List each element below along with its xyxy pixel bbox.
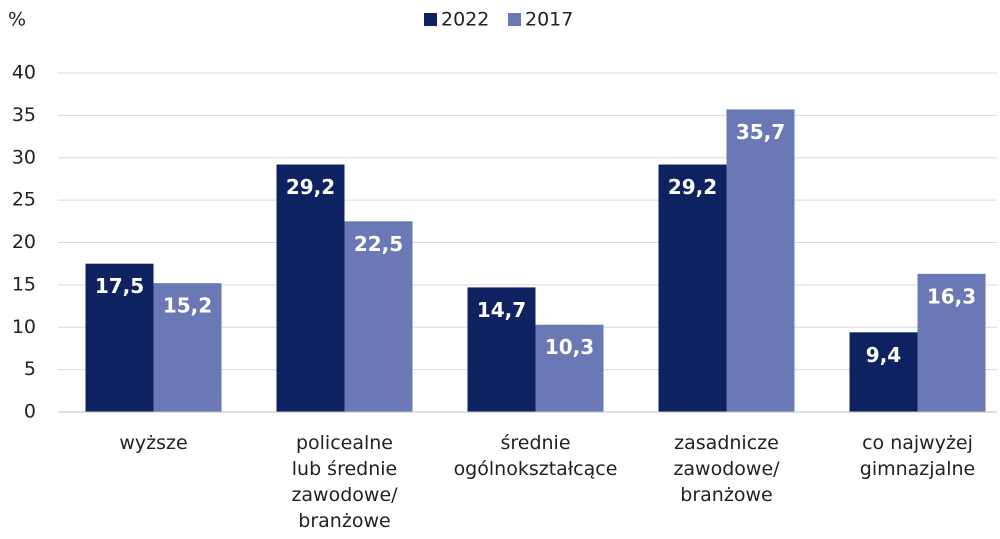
bar [85,263,154,412]
y-tick-label: 25 [12,189,36,211]
value-label: 22,5 [354,232,403,256]
value-label: 9,4 [866,343,901,367]
y-tick-label: 15 [12,273,36,295]
y-tick-label: 20 [12,231,36,253]
y-tick-label: 0 [24,401,36,423]
bar [467,287,536,412]
x-tick-label: średnie ogólnokształcące [454,432,618,480]
legend-swatch [508,13,521,26]
bar [726,109,795,412]
legend-swatch [424,13,437,26]
bar [535,324,604,412]
x-tick-label: wyższe [119,432,187,454]
y-axis-label: % [8,9,26,31]
y-tick-label: 40 [12,62,36,84]
y-tick-label: 10 [12,316,36,338]
bar [344,221,413,412]
y-tick-label: 5 [24,358,36,380]
x-tick-label: co najwyżej gimnazjalne [860,432,975,480]
x-tick-label: zasadnicze zawodowe/branżowe [673,432,780,506]
legend-label: 2022 [441,9,489,31]
value-label: 29,2 [286,175,335,199]
y-tick-label: 35 [12,104,36,126]
value-label: 14,7 [477,298,526,322]
value-label: 15,2 [163,294,212,318]
value-label: 29,2 [668,175,717,199]
bar [917,273,986,412]
value-label: 17,5 [95,274,144,298]
bar [276,164,345,412]
bar [849,332,918,412]
value-label: 16,3 [927,284,976,308]
bar [153,283,222,412]
x-tick-label: policealne lub średnie zawodowe/branżowe [291,432,398,532]
bar [658,164,727,412]
value-label: 10,3 [545,335,594,359]
value-label: 35,7 [736,120,785,144]
y-tick-label: 30 [12,146,36,168]
legend-label: 2017 [525,9,573,31]
